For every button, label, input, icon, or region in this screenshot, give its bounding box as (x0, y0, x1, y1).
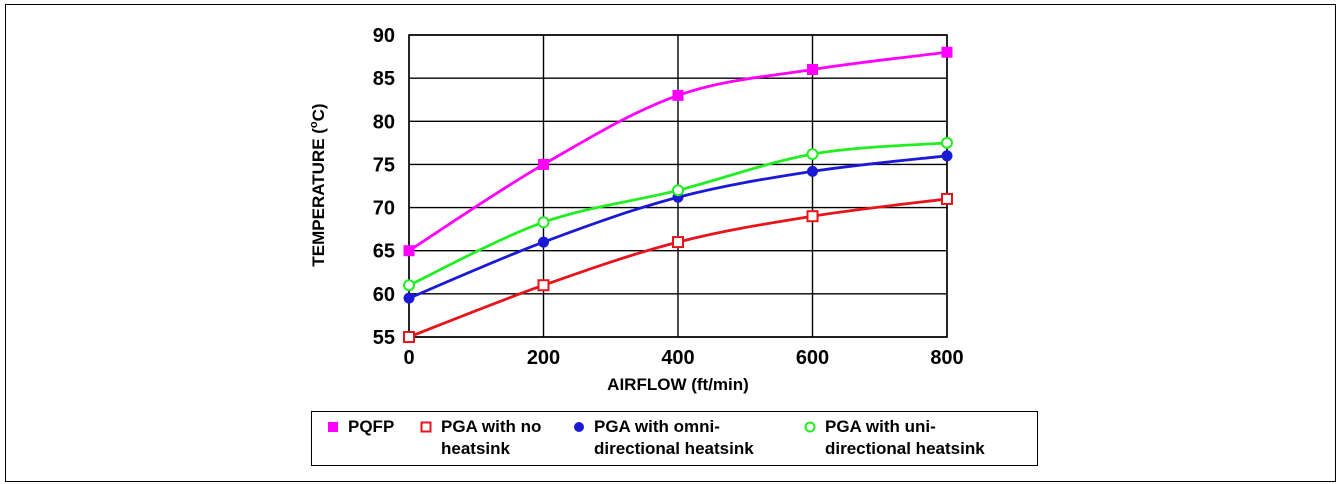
legend-marker-shape (328, 422, 338, 432)
y-tick-label: 60 (373, 284, 395, 306)
tick-labels: 55 60 65 70 75 80 85 90 0 200 400 600 800 (373, 25, 964, 369)
data-point (941, 150, 953, 162)
filled-circle-icon (574, 422, 584, 432)
series-0 (403, 46, 953, 257)
data-point (941, 46, 953, 58)
series-3 (403, 136, 953, 292)
data-point (538, 236, 549, 248)
legend-label-line: PGA with omni- (594, 417, 720, 436)
y-tick-label: 75 (373, 154, 395, 176)
data-point (672, 236, 684, 249)
data-point (941, 136, 953, 149)
legend-item-pqfp: PQFP (324, 416, 394, 438)
legend: PQFP PGA with no heatsink PGA with omni-… (311, 411, 1038, 466)
data-point (807, 64, 818, 76)
legend-label: PGA with uni- directional heatsink (825, 416, 985, 460)
legend-item-pga-omni: PGA with omni- directional heatsink (570, 416, 754, 460)
x-tick-label: 200 (527, 347, 560, 369)
y-axis-label-sup: o (308, 121, 320, 128)
x-tick-label: 400 (661, 347, 694, 369)
data-point (806, 148, 819, 161)
x-axis-label: AIRFLOW (ft/min) (607, 375, 749, 394)
y-tick-label: 70 (373, 198, 395, 220)
data-point (403, 245, 415, 257)
legend-label-line: directional heatsink (825, 439, 985, 458)
legend-label-line: directional heatsink (594, 439, 754, 458)
legend-label-line: PGA with no (441, 417, 542, 436)
data-point (807, 165, 818, 177)
data-point (941, 192, 953, 205)
data-point (537, 279, 550, 292)
legend-label: PGA with no heatsink (441, 416, 541, 460)
legend-marker-shape (804, 421, 816, 433)
legend-label-line: PQFP (348, 417, 395, 436)
y-tick-label: 55 (373, 327, 395, 349)
data-point (403, 331, 415, 343)
y-tick-label: 80 (373, 111, 395, 133)
data-point (806, 210, 819, 223)
x-tick-label: 800 (930, 347, 963, 369)
x-tick-label: 0 (403, 347, 414, 369)
grid (408, 34, 948, 338)
y-axis-label-main: TEMPERATURE ( (309, 128, 328, 267)
series-1 (403, 192, 953, 343)
data-point (403, 279, 415, 292)
legend-label-line: heatsink (441, 439, 510, 458)
legend-label: PGA with omni- directional heatsink (594, 416, 754, 460)
data-point (538, 158, 549, 170)
y-tick-label: 85 (373, 68, 395, 90)
y-axis-label-end: C) (309, 103, 328, 121)
open-circle-icon (804, 421, 816, 433)
filled-square-icon (328, 422, 338, 432)
y-axis-label: TEMPERATURE (oC) (308, 103, 328, 266)
data-point (537, 216, 550, 229)
legend-item-pga-uni: PGA with uni- directional heatsink (801, 416, 985, 460)
legend-marker-shape (420, 421, 432, 433)
data-point (672, 89, 684, 101)
open-square-icon (420, 421, 432, 433)
y-tick-label: 90 (373, 25, 395, 47)
legend-marker-shape (574, 422, 584, 432)
chart-frame (5, 4, 1336, 482)
legend-item-pga-no-heatsink: PGA with no heatsink (417, 416, 541, 460)
data-point (403, 292, 415, 304)
legend-label: PQFP (348, 416, 394, 438)
x-tick-label: 600 (796, 347, 829, 369)
series-group (403, 46, 953, 343)
data-point (672, 184, 684, 197)
legend-label-line: PGA with uni- (825, 417, 936, 436)
y-tick-label: 65 (373, 241, 395, 263)
